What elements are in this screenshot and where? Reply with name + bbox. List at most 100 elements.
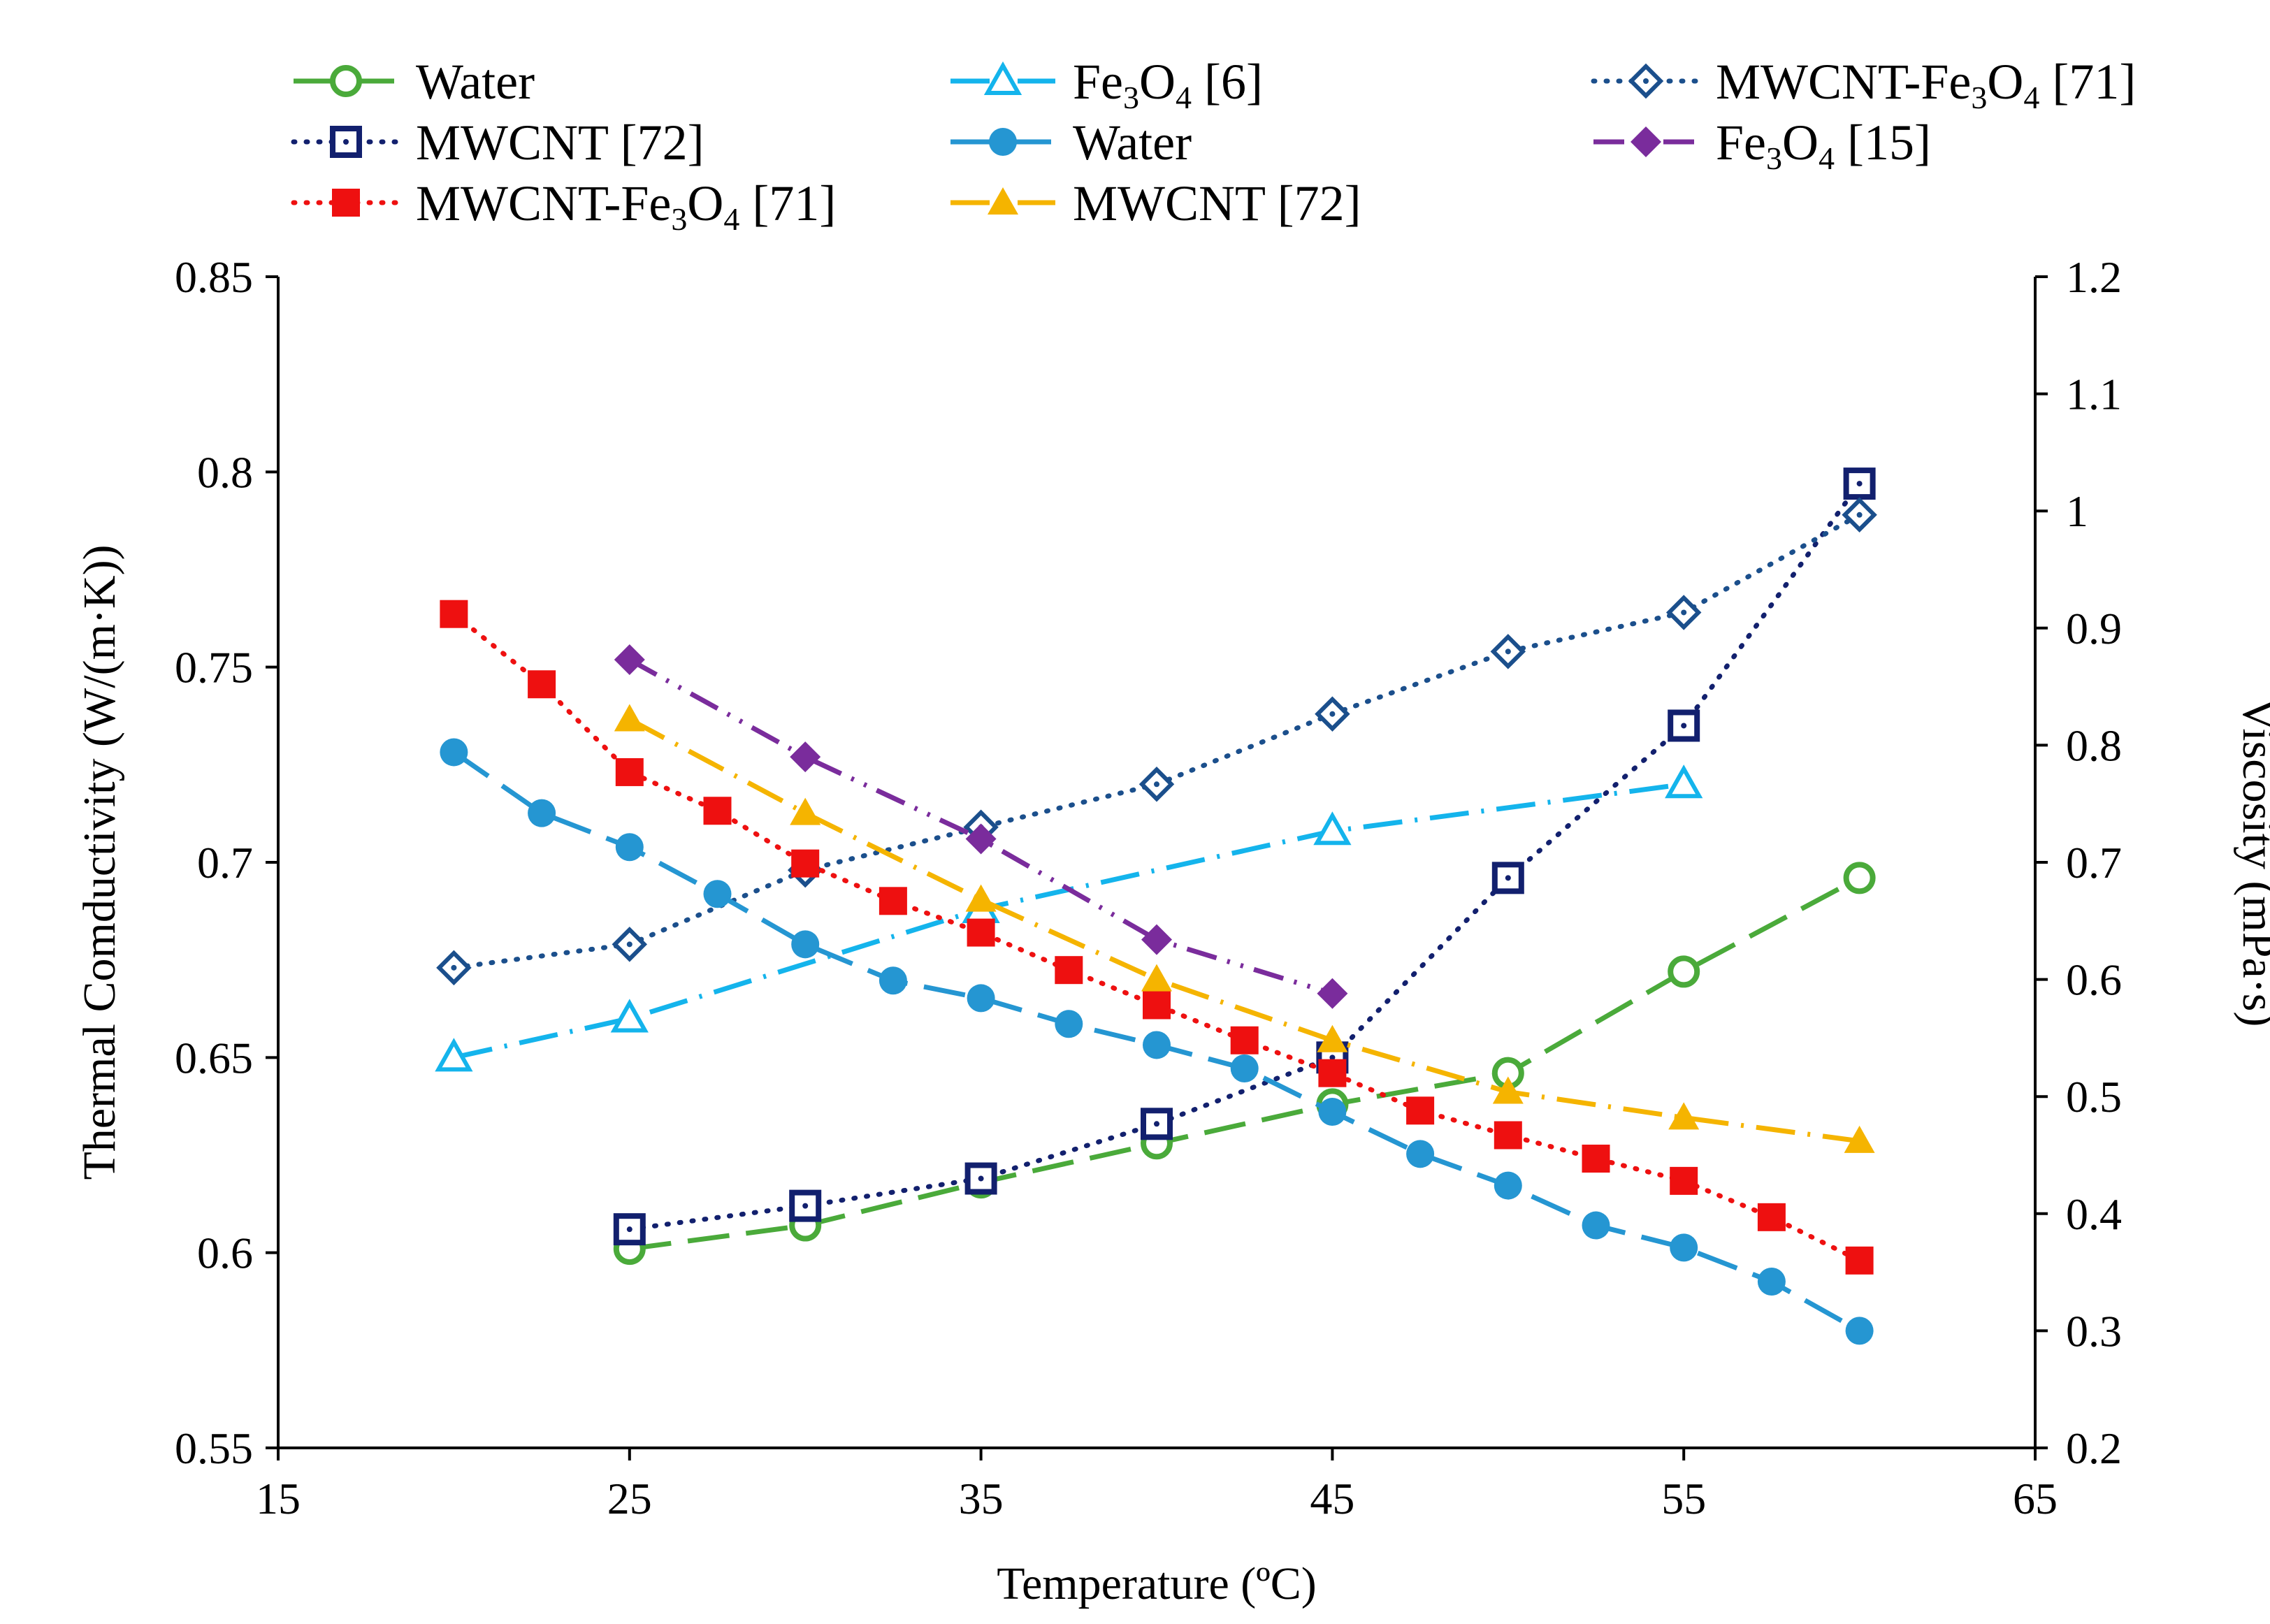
legend-label: Fe3O4 [6] [1073, 54, 1263, 115]
data-point-mwcnt-fe3o4-visc [1582, 1145, 1610, 1173]
data-point-water-visc [791, 930, 820, 959]
data-point-water-visc [1670, 1233, 1698, 1262]
y-axis-title-right: Viscosity (mPa·s) [2233, 698, 2270, 1027]
y-right-tick-label: 0.9 [2066, 604, 2122, 653]
data-point-fe3o4-tc [1665, 764, 1703, 799]
y-left-tick-label: 0.6 [197, 1228, 253, 1278]
data-point-mwcnt-fe3o4-visc [879, 887, 907, 915]
data-point-fe3o4-tc [1313, 811, 1352, 846]
legend-marker [1631, 126, 1661, 157]
legend-label: MWCNT-Fe3O4 [71] [416, 175, 836, 237]
y-right-tick-label: 1 [2066, 486, 2088, 536]
data-point-fe3o4-tc [435, 1038, 473, 1072]
data-point-mwcnt-fe3o4-visc [791, 849, 820, 878]
y-left-tick-label: 0.8 [197, 447, 253, 497]
data-point-water-visc [615, 833, 644, 862]
data-point-mwcnt-tc [613, 1213, 646, 1246]
series [435, 467, 1877, 1345]
legend-label: MWCNT [72] [416, 115, 704, 171]
legend-item-water-tc: Water [294, 54, 535, 110]
series-fe3o4-visc [614, 644, 1348, 1009]
data-point-water-visc [1230, 1054, 1259, 1082]
data-point-fe3o4-visc [614, 644, 645, 676]
legend-label: Fe3O4 [15] [1716, 115, 1931, 176]
data-point-mwcnt-fe3o4-tc [1138, 767, 1175, 802]
legend-item-mwcnt-fe3o4-tc: MWCNT-Fe3O4 [71] [1591, 54, 2136, 115]
y-right-tick-label: 0.4 [2066, 1189, 2122, 1239]
data-point-mwcnt-fe3o4-tc [1315, 696, 1350, 732]
data-point-water-visc [1582, 1211, 1610, 1240]
data-point-mwcnt-tc [789, 1189, 822, 1222]
data-point-water-tc [1668, 955, 1700, 988]
data-point-mwcnt-visc [1844, 1125, 1875, 1153]
legend-item-mwcnt-fe3o4-visc: MWCNT-Fe3O4 [71] [291, 175, 836, 237]
series-line-mwcnt-visc [628, 717, 1860, 1144]
x-tick-label: 55 [1661, 1474, 1706, 1523]
legend-label: Water [1073, 115, 1192, 171]
legend-item-fe3o4-visc: Fe3O4 [15] [1593, 115, 1931, 176]
y-right-tick-label: 0.5 [2066, 1072, 2122, 1122]
data-point-fe3o4-visc [965, 823, 997, 855]
x-tick-label: 65 [2013, 1474, 2058, 1523]
data-point-mwcnt-tc [1141, 1108, 1173, 1140]
data-point-mwcnt-tc [964, 1162, 997, 1195]
series-water-visc [440, 738, 1874, 1345]
data-point-water-visc [1757, 1268, 1786, 1296]
ticks: 15 25 35 45 55 65 0.55 0.6 0.65 0.7 0.75 0.8 0.85 0.2… [175, 252, 2122, 1523]
y-axis-title-left: Thermal Comductivity (W/(m·K)) [74, 544, 125, 1180]
x-tick-label: 15 [256, 1474, 301, 1523]
y-right-tick-label: 0.8 [2066, 720, 2122, 770]
legend-marker [332, 189, 360, 217]
x-tick-label: 45 [1310, 1474, 1354, 1523]
series-line-fe3o4-visc [628, 658, 1333, 996]
data-point-mwcnt-tc [1491, 862, 1524, 894]
legend-item-mwcnt-visc: MWCNT [72] [950, 175, 1361, 231]
x-axis-title: Temperature (ºC) [997, 1558, 1316, 1609]
data-point-mwcnt-fe3o4-visc [1143, 991, 1171, 1020]
data-point-mwcnt-fe3o4-visc [1318, 1059, 1347, 1087]
y-left-tick-label: 0.7 [197, 838, 253, 887]
data-point-mwcnt-visc [1141, 964, 1172, 992]
data-point-mwcnt-fe3o4-tc [612, 927, 648, 962]
data-point-water-visc [528, 799, 556, 827]
y-right-tick-label: 1.2 [2066, 252, 2122, 302]
data-point-mwcnt-visc [965, 884, 997, 912]
data-point-mwcnt-fe3o4-visc [1055, 956, 1083, 985]
data-point-water-visc [1494, 1171, 1522, 1200]
y-right-tick-label: 0.3 [2066, 1306, 2122, 1356]
legend-label: MWCNT-Fe3O4 [71] [1716, 54, 2136, 115]
series-mwcnt-tc [613, 467, 1876, 1246]
data-point-mwcnt-fe3o4-visc [528, 670, 556, 699]
data-point-mwcnt-tc [1843, 467, 1876, 500]
legend-label: MWCNT [72] [1073, 175, 1361, 231]
data-point-fe3o4-visc [790, 741, 821, 773]
data-point-water-visc [1143, 1031, 1171, 1059]
data-point-mwcnt-fe3o4-visc [440, 600, 468, 628]
legend-label: Water [416, 54, 535, 110]
series-mwcnt-fe3o4-tc [436, 497, 1877, 986]
data-point-mwcnt-fe3o4-tc [1490, 634, 1526, 669]
legend-marker [983, 61, 1022, 95]
series-line-mwcnt-tc [627, 481, 1863, 1232]
data-point-mwcnt-fe3o4-visc [615, 757, 644, 786]
series-line-mwcnt-fe3o4-tc [451, 512, 1863, 971]
series-mwcnt-visc [614, 704, 1875, 1153]
data-point-mwcnt-fe3o4-visc [1845, 1246, 1874, 1275]
series-mwcnt-fe3o4-visc [440, 600, 1874, 1275]
data-point-water-visc [879, 966, 907, 995]
series-line-water-tc [629, 876, 1861, 1252]
legend-item-water-visc: Water [950, 115, 1192, 171]
data-point-water-visc [1845, 1317, 1874, 1345]
data-point-mwcnt-visc [1668, 1102, 1700, 1130]
data-point-mwcnt-visc [1492, 1076, 1524, 1104]
data-point-mwcnt-fe3o4-visc [703, 797, 732, 825]
data-point-mwcnt-fe3o4-visc [1406, 1096, 1435, 1125]
data-point-mwcnt-fe3o4-visc [1494, 1121, 1522, 1150]
data-point-fe3o4-tc [610, 999, 649, 1033]
legend-marker [989, 128, 1017, 156]
legend-marker [330, 126, 362, 158]
data-point-mwcnt-tc [1668, 709, 1700, 742]
data-point-water-visc [1055, 1010, 1083, 1038]
